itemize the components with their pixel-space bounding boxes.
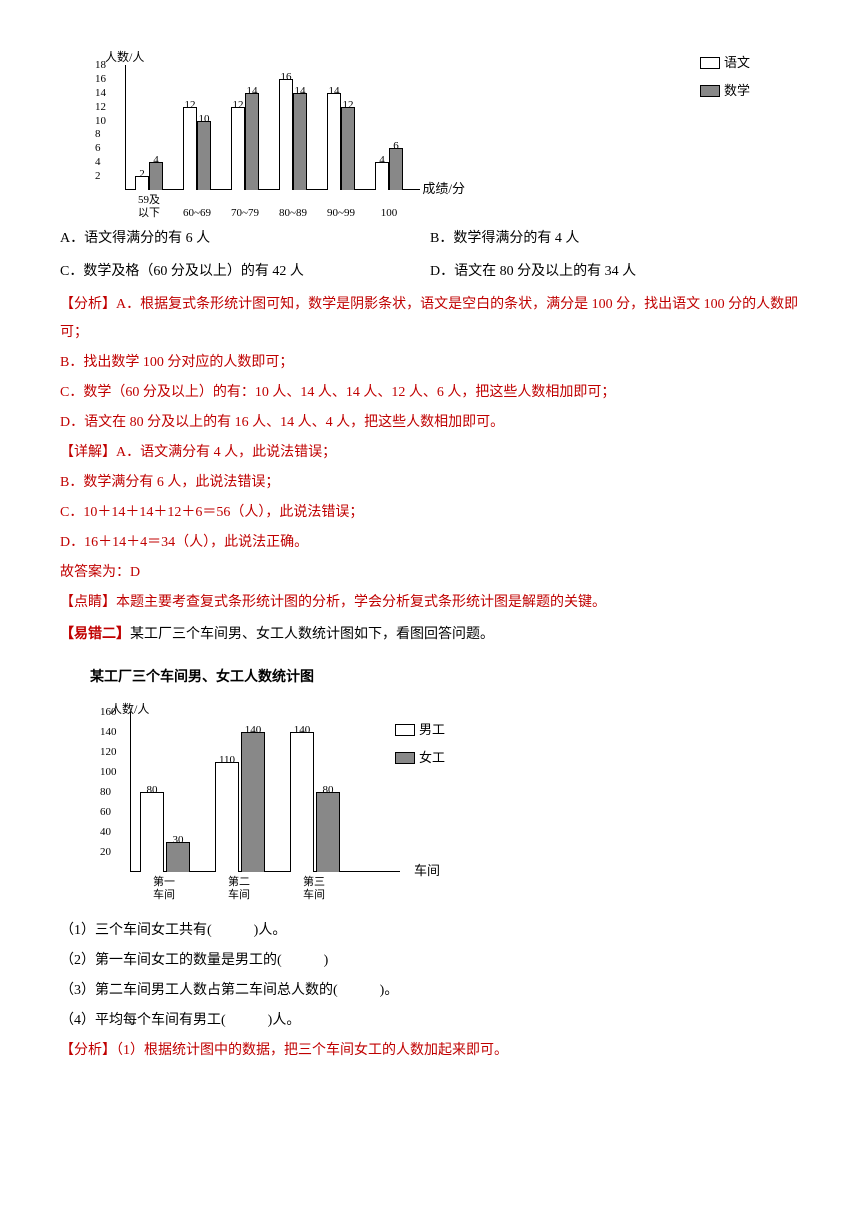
legend-item: 女工 <box>395 745 445 771</box>
analysis2-line: 【分析】（1）根据统计图中的数据，把三个车间女工的人数加起来即可。 <box>60 1037 800 1065</box>
options-row: A．语文得满分的有 6 人 B．数学得满分的有 4 人 <box>60 225 800 253</box>
chart1-container: 语文 数学 人数/人 成绩/分 246810121416182459及以下121… <box>90 50 800 210</box>
analysis-c: C．数学（60 分及以上）的有：10 人、14 人、14 人、12 人、6 人，… <box>60 379 800 407</box>
legend-box-gray <box>395 752 415 764</box>
legend-label: 女工 <box>419 745 445 771</box>
legend-item: 男工 <box>395 717 445 743</box>
chart2-legend: 男工 女工 <box>395 717 445 773</box>
legend-label: 语文 <box>724 50 750 76</box>
analysis-d: D．语文在 80 分及以上的有 16 人、14 人、4 人，把这些人数相加即可。 <box>60 409 800 437</box>
options-row: C．数学及格（60 分及以上）的有 42 人 D．语文在 80 分及以上的有 3… <box>60 258 800 286</box>
option-d: D．语文在 80 分及以上的有 34 人 <box>430 258 800 286</box>
question-1: （1）三个车间女工共有( )人。 <box>60 917 800 945</box>
analysis-a: 【分析】A．根据复式条形统计图可知，数学是阴影条状，语文是空白的条状，满分是 1… <box>60 291 800 347</box>
legend-label: 数学 <box>724 78 750 104</box>
note-line: 【点睛】本题主要考查复式条形统计图的分析，学会分析复式条形统计图是解题的关键。 <box>60 589 800 617</box>
legend-label: 男工 <box>419 717 445 743</box>
question-3: （3）第二车间男工人数占第二车间总人数的( )。 <box>60 977 800 1005</box>
x-axis-label: 车间 <box>414 858 440 884</box>
analysis-b: B．找出数学 100 分对应的人数即可； <box>60 349 800 377</box>
chart1-legend: 语文 数学 <box>700 50 750 106</box>
legend-box-gray <box>700 85 720 97</box>
err2-line: 【易错二】某工厂三个车间男、女工人数统计图如下，看图回答问题。 <box>60 619 800 649</box>
question-2: （2）第一车间女工的数量是男工的( ) <box>60 947 800 975</box>
legend-item: 数学 <box>700 78 750 104</box>
answer: 故答案为：D <box>60 559 800 587</box>
option-b: B．数学得满分的有 4 人 <box>430 225 800 253</box>
question-4: （4）平均每个车间有男工( )人。 <box>60 1007 800 1035</box>
detail-c: C．10＋14＋14＋12＋6＝56（人），此说法错误； <box>60 499 800 527</box>
x-axis-label: 成绩/分 <box>422 176 465 202</box>
chart1: 人数/人 成绩/分 246810121416182459及以下121060~69… <box>90 50 470 210</box>
legend-box-white <box>700 57 720 69</box>
detail-b: B．数学满分有 6 人，此说法错误； <box>60 469 800 497</box>
option-c: C．数学及格（60 分及以上）的有 42 人 <box>60 258 430 286</box>
y-axis <box>125 65 126 190</box>
legend-box-white <box>395 724 415 736</box>
option-a: A．语文得满分的有 6 人 <box>60 225 430 253</box>
detail-a: 【详解】A．语文满分有 4 人，此说法错误； <box>60 439 800 467</box>
chart2: 人数/人 车间 男工 女工 204060801001201401608030第一… <box>90 702 450 902</box>
chart2-title: 某工厂三个车间男、女工人数统计图 <box>90 664 800 692</box>
y-axis <box>130 712 131 872</box>
legend-item: 语文 <box>700 50 750 76</box>
detail-d: D．16＋14＋4＝34（人），此说法正确。 <box>60 529 800 557</box>
